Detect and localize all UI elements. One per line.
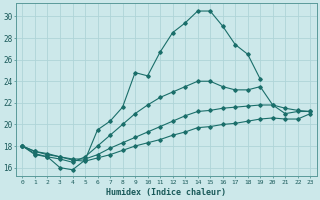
X-axis label: Humidex (Indice chaleur): Humidex (Indice chaleur) (106, 188, 226, 197)
